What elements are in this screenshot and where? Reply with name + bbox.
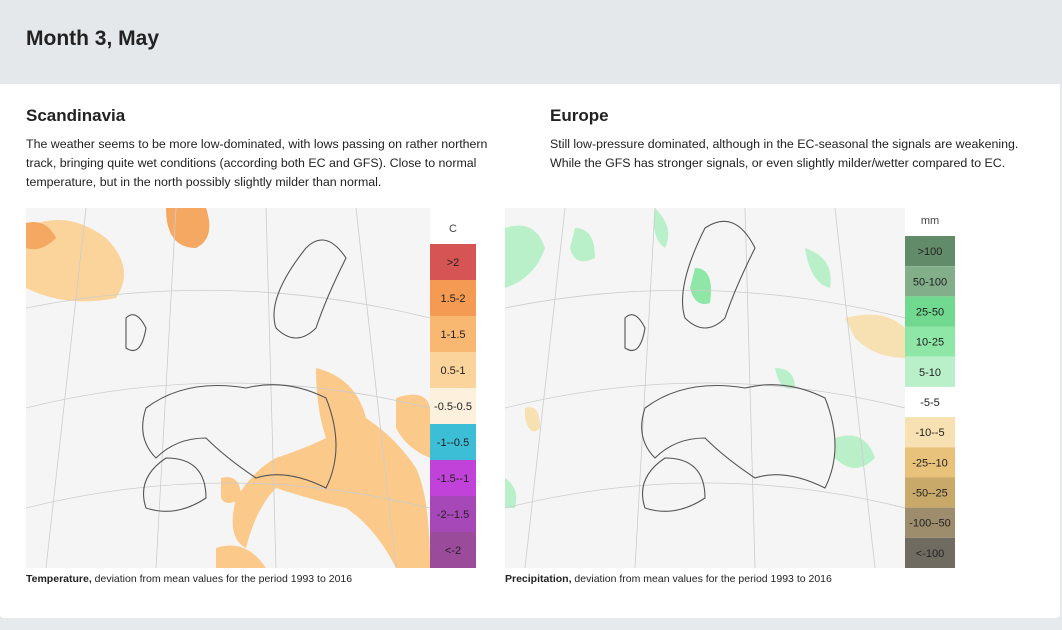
legend-swatch (905, 356, 955, 387)
legend-label: <-100 (916, 548, 944, 560)
caption: Temperature, deviation from mean values … (26, 573, 352, 585)
legend-label: -10--5 (915, 427, 944, 439)
temperature-map: C >2 1.5-2 1-1.5 0.5-1 -0.5-0.5 -1--0.5 -1.5--1… (26, 208, 476, 568)
text-line: The weather seems to be more low-dominat… (26, 137, 488, 151)
legend-swatch (430, 496, 476, 532)
legend-label: 50-100 (913, 276, 947, 288)
text-line: track, bringing quite wet conditions (ac… (26, 156, 477, 170)
section-text: Still low-pressure dominated, although i… (550, 135, 1030, 173)
legend-swatch (430, 352, 476, 388)
caption: Precipitation, deviation from mean value… (505, 573, 832, 585)
legend-label: 1-1.5 (440, 329, 465, 341)
text-line: temperature, but in the north possibly s… (26, 175, 382, 189)
legend-label: -25--10 (912, 457, 947, 469)
legend-swatch (905, 386, 955, 418)
legend-unit: C (449, 223, 457, 235)
legend-swatch (430, 460, 476, 496)
header: Month 3, May (0, 0, 1062, 84)
legend-label: <-2 (445, 545, 461, 557)
legend-label: 10-25 (916, 337, 944, 349)
legend-label: 5-10 (919, 367, 941, 379)
legend-label: -100--50 (909, 518, 951, 530)
legend-swatch (430, 280, 476, 316)
legend-label: -5-5 (920, 397, 940, 409)
legend-swatch (430, 244, 476, 280)
legend-label: -50--25 (912, 488, 947, 500)
section-title: Europe (550, 106, 609, 125)
legend-swatch (430, 388, 476, 424)
caption-bold: Temperature, (26, 573, 92, 585)
section: Scandinavia The weather seems to be more… (26, 106, 506, 192)
card: Scandinavia The weather seems to be more… (0, 84, 1060, 618)
precipitation-map: mm >100 50-100 25-50 10-25 5-10 -5-5 -10--5 -25-… (505, 208, 955, 568)
legend-swatch (430, 316, 476, 352)
legend-label: 0.5-1 (440, 365, 465, 377)
section-text: The weather seems to be more low-dominat… (26, 135, 506, 192)
legend-label: 1.5-2 (440, 293, 465, 305)
legend-label: >100 (918, 246, 943, 258)
legend-swatch (430, 424, 476, 460)
caption-text: deviation from mean values for the perio… (91, 573, 353, 585)
legend-label: >2 (447, 257, 460, 269)
legend-swatch (905, 296, 955, 327)
caption-bold: Precipitation, (505, 573, 572, 585)
legend-label: 25-50 (916, 306, 944, 318)
legend-swatch (905, 477, 955, 508)
legend-swatch (430, 532, 476, 568)
legend-swatch (905, 537, 955, 568)
legend-label: -2--1.5 (437, 509, 469, 521)
section: Europe Still low-pressure dominated, alt… (550, 106, 1030, 173)
text-line: Still low-pressure dominated, although i… (550, 137, 1019, 151)
legend-swatch (905, 417, 955, 448)
legend-label: -1--0.5 (437, 437, 469, 449)
legend-swatch (905, 326, 955, 357)
caption-text: deviation from mean values for the perio… (571, 573, 832, 585)
legend-swatch (905, 507, 955, 538)
section-title: Scandinavia (26, 106, 126, 125)
legend-unit: mm (921, 215, 939, 227)
legend-swatch (905, 447, 955, 478)
title: Month 3, May (26, 27, 160, 50)
legend-label: -1.5--1 (437, 473, 469, 485)
text-line: While the GFS has stronger signals, or e… (550, 156, 1006, 170)
legend-label: -0.5-0.5 (434, 401, 472, 413)
legend-swatch (905, 236, 955, 267)
legend-swatch (905, 266, 955, 297)
